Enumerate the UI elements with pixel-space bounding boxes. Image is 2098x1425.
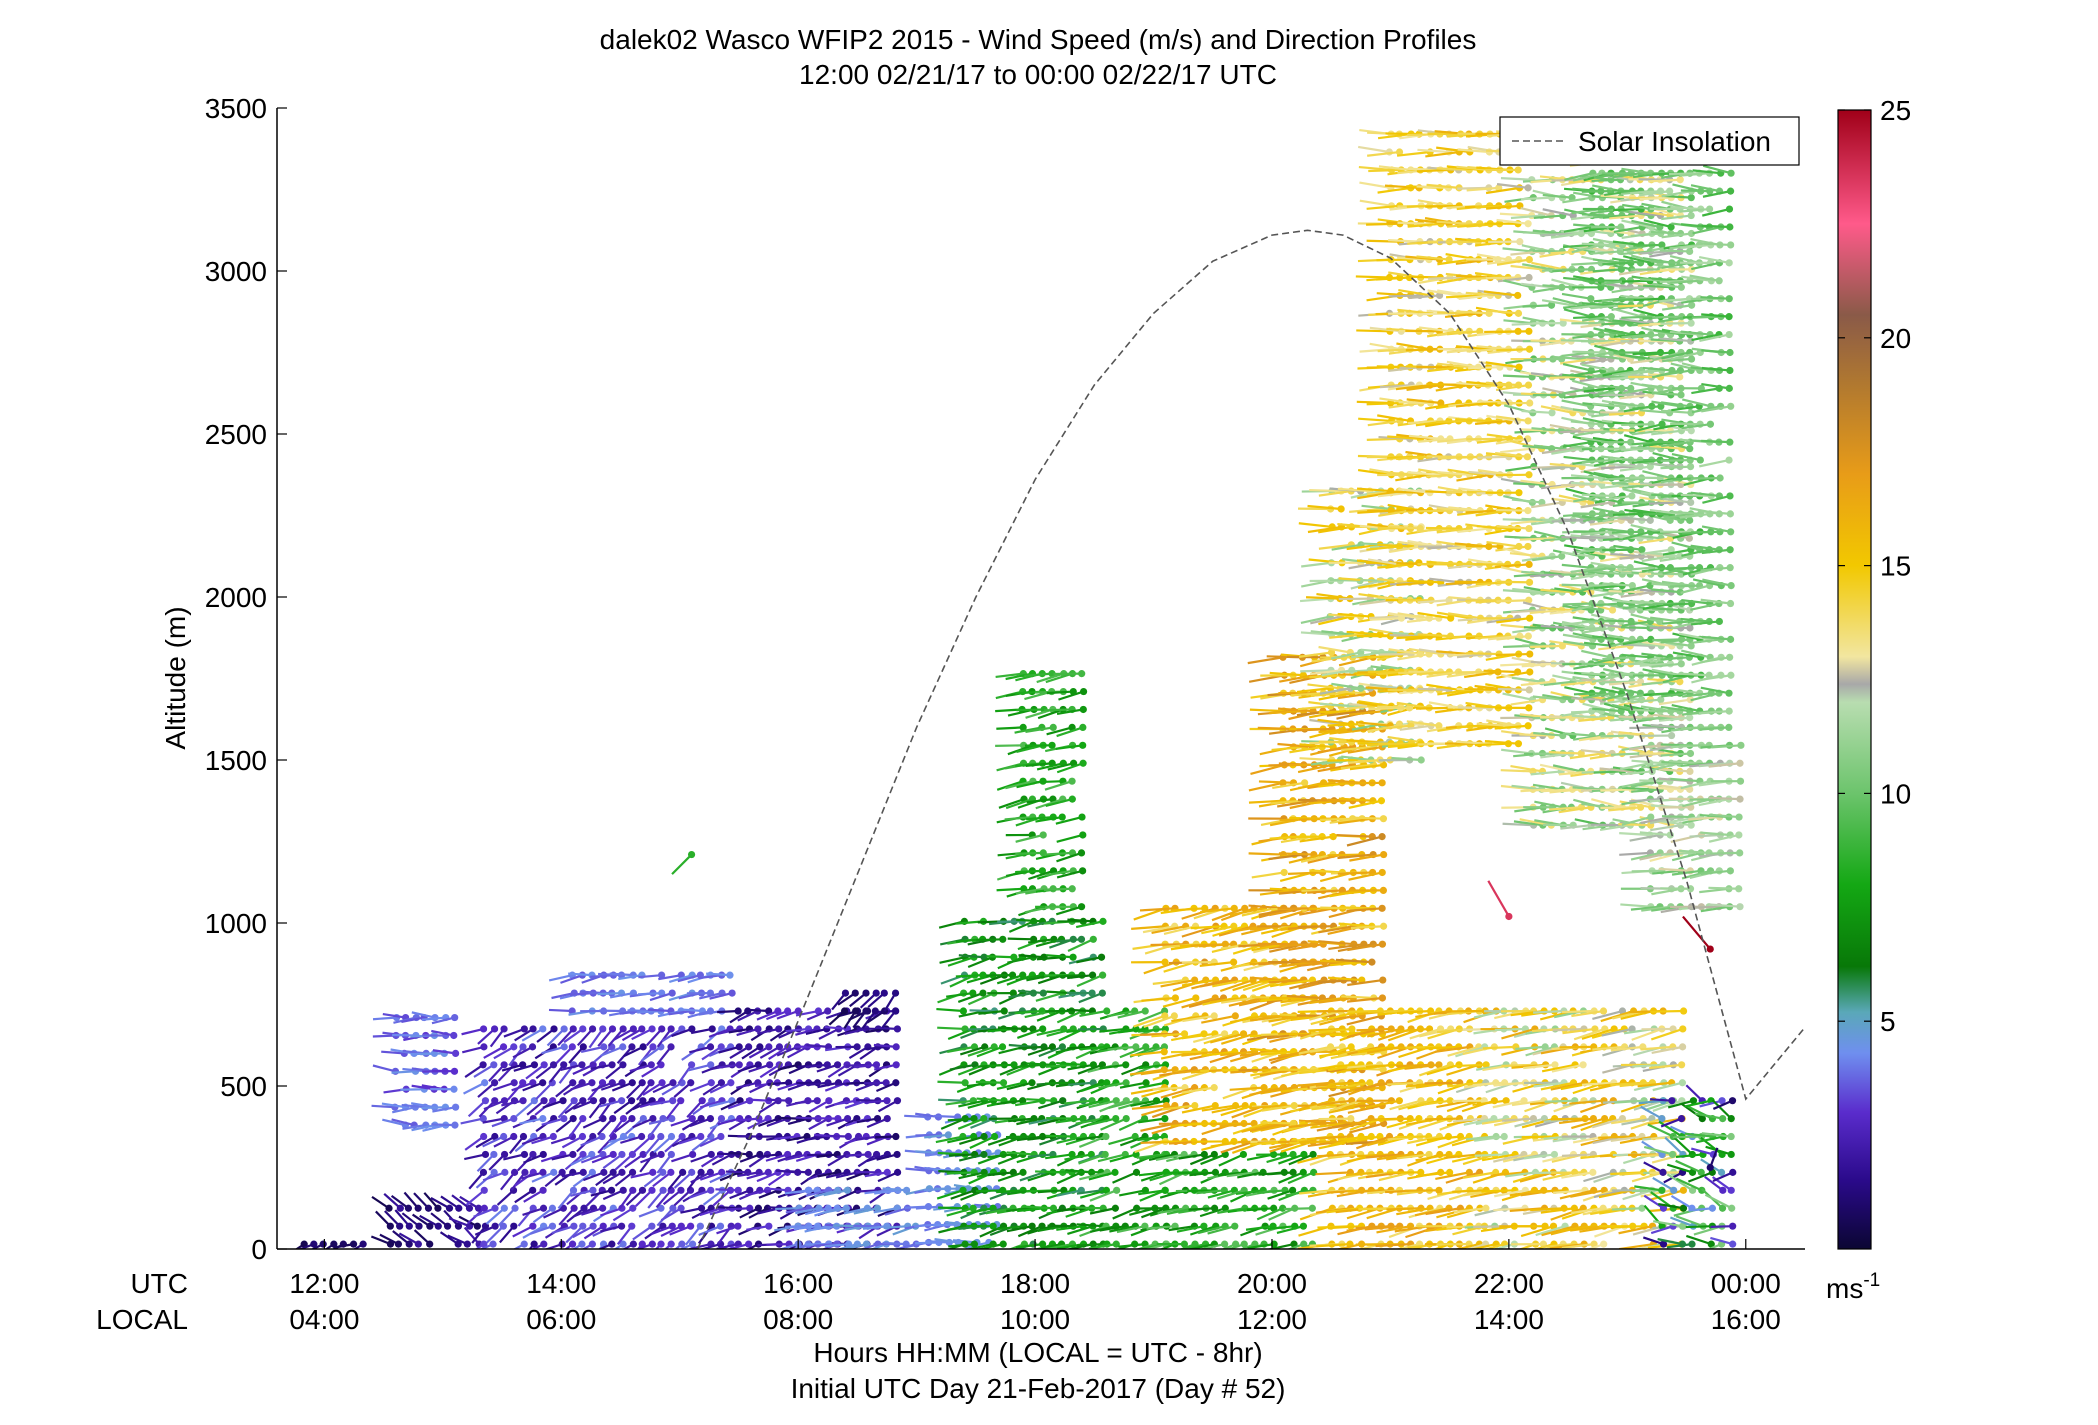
x-tick-label-utc: 16:00 xyxy=(763,1268,833,1299)
legend-label: Solar Insolation xyxy=(1578,126,1771,157)
colorbar-gradient xyxy=(1838,110,1871,1249)
x-tick-label-local: 14:00 xyxy=(1474,1304,1544,1335)
utc-row-label: UTC xyxy=(130,1268,188,1299)
x-tick-label-utc: 22:00 xyxy=(1474,1268,1544,1299)
y-tick-label: 2000 xyxy=(205,582,267,613)
x-tick-label-utc: 00:00 xyxy=(1711,1268,1781,1299)
x-tick-label-local: 16:00 xyxy=(1711,1304,1781,1335)
x-tick-label-utc: 12:00 xyxy=(289,1268,359,1299)
x-tick-label-utc: 18:00 xyxy=(1000,1268,1070,1299)
x-tick-label-local: 06:00 xyxy=(526,1304,596,1335)
x-tick-label-local: 04:00 xyxy=(289,1304,359,1335)
y-tick-label: 1000 xyxy=(205,908,267,939)
colorbar-tick-label: 10 xyxy=(1880,778,1911,809)
x-axis-label-day: Initial UTC Day 21-Feb-2017 (Day # 52) xyxy=(791,1373,1286,1404)
colorbar-tick-label: 20 xyxy=(1880,323,1911,354)
y-tick-label: 2500 xyxy=(205,419,267,450)
x-tick-label-utc: 14:00 xyxy=(526,1268,596,1299)
colorbar-tick-label: 15 xyxy=(1880,551,1911,582)
legend: Solar Insolation xyxy=(1500,117,1799,165)
local-row-label: LOCAL xyxy=(96,1304,188,1335)
plot-area: 0 500 1000 1500 2000 2500 3000 3500 12:00 04:00 1… xyxy=(205,93,1805,1335)
x-axis-label: Hours HH:MM (LOCAL = UTC - 8hr) xyxy=(813,1337,1262,1368)
y-tick-label: 3000 xyxy=(205,256,267,287)
y-tick-label: 500 xyxy=(220,1071,267,1102)
y-tick-label: 0 xyxy=(251,1234,267,1265)
wind-profile-chart: dalek02 Wasco WFIP2 2015 - Wind Speed (m… xyxy=(0,0,2098,1425)
colorbar-tick-label: 5 xyxy=(1880,1006,1896,1037)
colorbar-tick-label: 25 xyxy=(1880,95,1911,126)
y-axis-label: Altitude (m) xyxy=(160,606,191,749)
chart-title: dalek02 Wasco WFIP2 2015 - Wind Speed (m… xyxy=(600,24,1477,55)
y-tick-label: 1500 xyxy=(205,745,267,776)
chart-subtitle: 12:00 02/21/17 to 00:00 02/22/17 UTC xyxy=(799,59,1277,90)
y-tick-label: 3500 xyxy=(205,93,267,124)
x-tick-label-local: 10:00 xyxy=(1000,1304,1070,1335)
x-tick-label-utc: 20:00 xyxy=(1237,1268,1307,1299)
x-tick-label-local: 08:00 xyxy=(763,1304,833,1335)
x-tick-label-local: 12:00 xyxy=(1237,1304,1307,1335)
